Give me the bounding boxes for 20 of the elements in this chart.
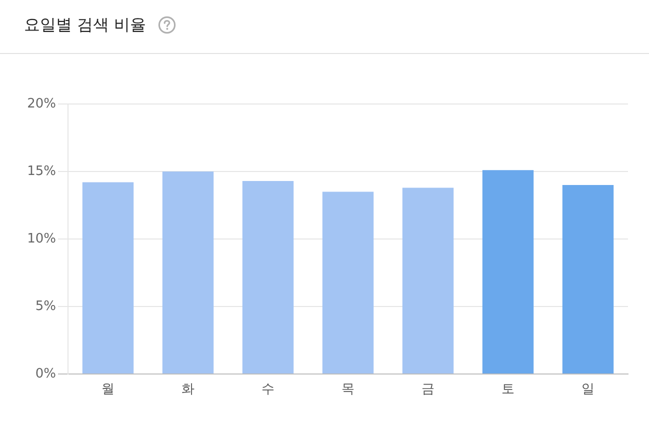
x-tick-label: 토 bbox=[502, 382, 514, 398]
bar bbox=[242, 180, 294, 374]
x-tick-label: 목 bbox=[342, 382, 354, 398]
x-tick-label: 수 bbox=[262, 382, 274, 398]
y-tick-label: 0% bbox=[35, 366, 56, 382]
bar bbox=[562, 185, 614, 374]
x-tick-label: 일 bbox=[582, 382, 594, 398]
y-tick-label: 10% bbox=[27, 231, 56, 246]
x-tick-label: 화 bbox=[182, 382, 194, 398]
y-tick-label: 5% bbox=[35, 298, 56, 314]
bar bbox=[402, 188, 454, 374]
y-tick-label: 20% bbox=[27, 96, 56, 112]
x-tick-label: 월 bbox=[102, 382, 114, 398]
bar bbox=[82, 182, 134, 374]
y-tick-label: 15% bbox=[27, 164, 56, 179]
bar bbox=[162, 172, 214, 374]
chart-title: 요일별 검색 비율 bbox=[24, 14, 146, 36]
bar bbox=[322, 192, 374, 374]
x-tick-label: 금 bbox=[422, 382, 434, 398]
bar bbox=[482, 170, 534, 374]
